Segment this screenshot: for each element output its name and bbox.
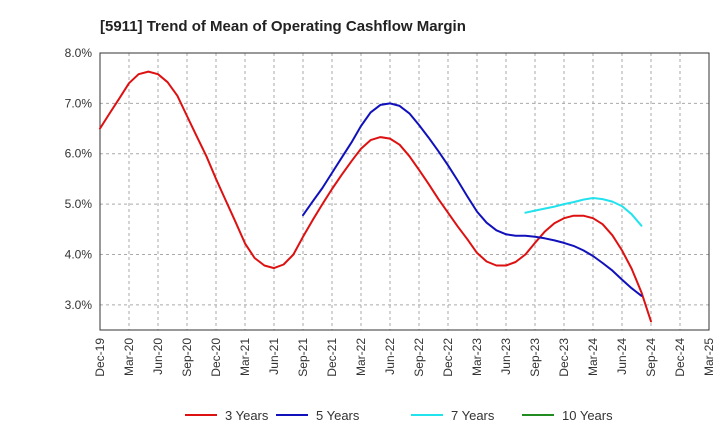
legend-label-3-years: 3 Years: [225, 408, 269, 423]
series-line-3-years: [99, 70, 652, 323]
x-tick-label: Jun-24: [615, 338, 629, 375]
x-tick-label: Dec-21: [325, 338, 339, 377]
chart-title: [5911] Trend of Mean of Operating Cashfl…: [100, 18, 466, 35]
x-tick-label: Dec-20: [209, 338, 223, 377]
x-tick-label: Jun-23: [499, 338, 513, 375]
x-tick-label: Jun-21: [267, 338, 281, 375]
x-tick-label: Sep-20: [180, 338, 194, 377]
series-line-5-years: [302, 102, 643, 297]
legend: 3 Years 5 Years 7 Years 10 Years: [185, 408, 613, 423]
x-tick-label: Dec-19: [93, 338, 107, 377]
x-tick-label: Mar-21: [238, 338, 252, 376]
y-tick-label: 8.0%: [65, 46, 93, 60]
x-tick-label: Mar-23: [470, 338, 484, 376]
x-tick-label: Sep-23: [528, 338, 542, 377]
plot-area: [99, 52, 710, 331]
y-tick-label: 5.0%: [65, 197, 93, 211]
x-tick-label: Dec-22: [441, 338, 455, 377]
x-tick-label: Mar-24: [586, 338, 600, 376]
x-tick-label: Jun-20: [151, 338, 165, 375]
y-tick-label: 3.0%: [65, 298, 93, 312]
series-lines: [99, 70, 652, 323]
legend-label-7-years: 7 Years: [451, 408, 495, 423]
legend-label-10-years: 10 Years: [562, 408, 613, 423]
x-tick-label: Mar-20: [122, 338, 136, 376]
y-tick-label: 6.0%: [65, 147, 93, 161]
x-tick-label: Sep-24: [644, 338, 658, 377]
x-tick-label: Dec-24: [673, 338, 687, 377]
x-axis: Dec-19 Mar-20 Jun-20 Sep-20 Dec-20 Mar-21 Jun-…: [93, 338, 716, 377]
x-tick-label: Mar-22: [354, 338, 368, 376]
legend-label-5-years: 5 Years: [316, 408, 360, 423]
y-tick-label: 7.0%: [65, 96, 93, 110]
x-tick-label: Jun-22: [383, 338, 397, 375]
x-tick-label: Sep-22: [412, 338, 426, 377]
x-tick-label: Sep-21: [296, 338, 310, 377]
series-line-7-years: [524, 197, 643, 227]
y-axis: 3.0% 4.0% 5.0% 6.0% 7.0% 8.0%: [65, 46, 93, 312]
y-tick-label: 4.0%: [65, 247, 93, 261]
x-tick-label: Mar-25: [702, 338, 716, 376]
x-tick-label: Dec-23: [557, 338, 571, 377]
